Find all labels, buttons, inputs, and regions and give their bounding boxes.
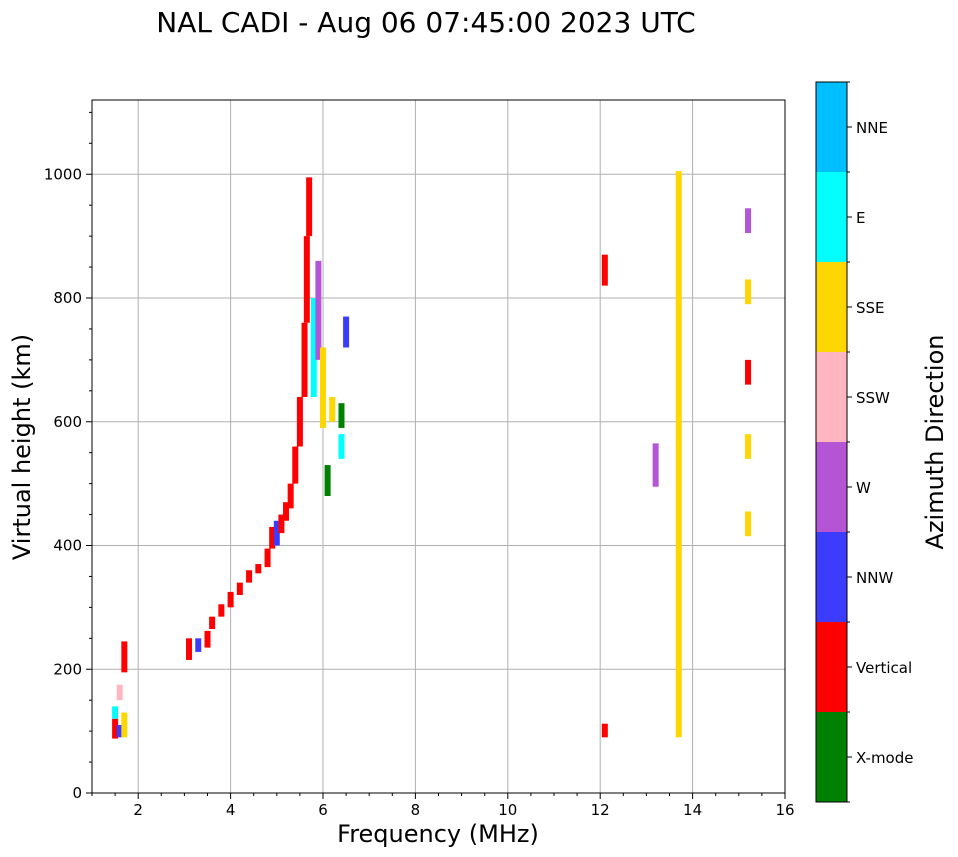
colorbar-segment — [816, 82, 847, 172]
x-tick-label: 8 — [411, 801, 421, 819]
echo-mark — [227, 591, 234, 608]
echo-mark — [745, 208, 752, 234]
grid-lines — [92, 100, 785, 793]
y-tick-label: 200 — [53, 660, 82, 678]
echo-mark — [315, 260, 322, 360]
y-tick-label: 600 — [53, 413, 82, 431]
echo-mark — [116, 684, 123, 701]
colorbar-tick-label: SSW — [856, 389, 890, 407]
colorbar-segment — [816, 352, 847, 442]
echo-mark — [246, 570, 253, 583]
echo-mark — [112, 706, 119, 719]
y-tick-label: 0 — [72, 784, 82, 802]
echo-mark — [296, 397, 303, 447]
colorbar-segment — [816, 172, 847, 262]
colorbar-segment — [816, 532, 847, 622]
x-tick-label: 12 — [591, 801, 610, 819]
echo-mark — [278, 514, 285, 534]
echo-mark — [204, 630, 211, 648]
colorbar-frame — [815, 81, 848, 803]
echo-mark — [121, 712, 128, 738]
echo-mark — [292, 446, 299, 484]
colorbar-tick-label: SSE — [856, 299, 885, 317]
echo-mark — [116, 724, 123, 738]
echo-mark — [338, 403, 345, 428]
echo-marks — [112, 171, 752, 739]
colorbar-tick-label: W — [856, 479, 871, 497]
y-axis-label: Virtual height (km) — [8, 334, 36, 560]
echo-mark — [306, 177, 313, 237]
colorbar-segment — [816, 262, 847, 352]
echo-mark — [264, 548, 271, 568]
echo-mark — [218, 604, 225, 617]
colorbar-tick-label: X-mode — [856, 749, 913, 767]
echo-mark — [255, 564, 262, 574]
echo-mark — [269, 526, 276, 549]
chart-title: NAL CADI - Aug 06 07:45:00 2023 UTC — [156, 6, 695, 39]
echo-mark — [112, 718, 119, 739]
echo-mark — [601, 254, 608, 286]
x-tick-label: 16 — [775, 801, 794, 819]
echo-mark — [329, 397, 336, 422]
echo-mark — [320, 347, 326, 428]
x-axis-label: Frequency (MHz) — [337, 820, 539, 848]
echo-mark — [324, 465, 331, 496]
x-tick-label: 4 — [226, 801, 236, 819]
echo-mark — [745, 434, 752, 459]
echo-mark — [195, 638, 202, 652]
echo-mark — [310, 298, 317, 397]
colorbar-tick-label: NNE — [856, 119, 888, 137]
colorbar-tick-label: E — [856, 209, 865, 227]
echo-mark — [283, 502, 290, 521]
echo-mark — [745, 511, 752, 537]
echo-mark — [343, 316, 350, 348]
colorbar-segment — [816, 622, 847, 712]
echo-mark — [209, 616, 216, 630]
x-tick-label: 14 — [683, 801, 702, 819]
echo-mark — [601, 723, 608, 738]
x-tick-label: 6 — [318, 801, 328, 819]
echo-mark — [236, 582, 243, 595]
echo-mark — [303, 236, 310, 323]
colorbar-segment — [816, 712, 847, 802]
echo-mark — [675, 171, 682, 738]
axis-ticks: 2 4 6 8 10 12 14 16 0 200 400 600 800 1000 — [44, 111, 795, 819]
echo-mark — [287, 483, 294, 509]
echo-mark — [745, 359, 752, 385]
echo-mark — [273, 520, 280, 546]
colorbar-segment — [816, 442, 847, 532]
echo-mark — [121, 641, 128, 673]
colorbar-tick-label: NNW — [856, 569, 893, 587]
echo-mark — [186, 638, 193, 660]
echo-mark — [301, 322, 308, 397]
echo-mark — [338, 434, 345, 459]
x-tick-label: 10 — [498, 801, 517, 819]
y-tick-label: 1000 — [44, 165, 82, 183]
x-tick-label: 2 — [133, 801, 143, 819]
colorbar-tick-label: Vertical — [856, 659, 912, 677]
echo-mark — [745, 279, 752, 305]
colorbar-label: Azimuth Direction — [921, 335, 949, 550]
y-tick-label: 400 — [53, 537, 82, 555]
colorbar: X-mode Vertical NNW W SSW SSE E NNE — [815, 81, 913, 803]
echo-mark — [652, 443, 659, 487]
y-tick-label: 800 — [53, 289, 82, 307]
